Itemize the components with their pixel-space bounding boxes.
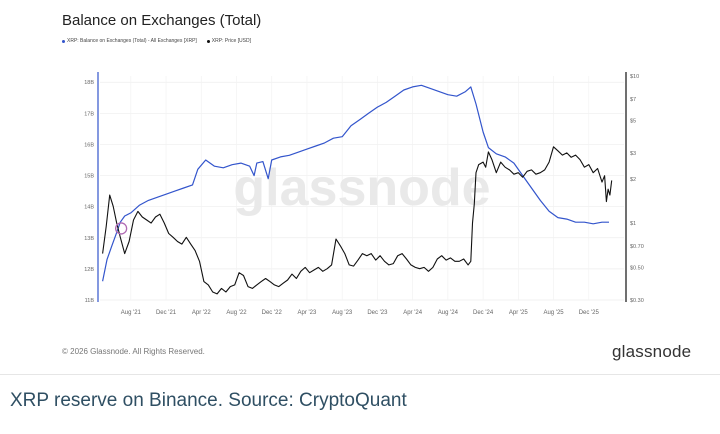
- legend-label-price: XRP: Price [USD]: [211, 38, 251, 44]
- y-left-tick-label-7: 11B: [85, 298, 95, 304]
- x-tick-label-11: Apr '25: [509, 310, 528, 316]
- y-right-tick-label-2: $5: [630, 118, 636, 124]
- y-left-tick-label-4: 14B: [84, 205, 94, 211]
- series-line-balance: [102, 84, 609, 282]
- y-right-tick-label-1: $7: [630, 97, 636, 103]
- x-tick-label-7: Dec '23: [367, 310, 388, 316]
- y-left-tick-label-5: 13B: [84, 236, 94, 242]
- brand-logo: glassnode: [612, 342, 692, 361]
- x-tick-label-1: Dec '21: [156, 310, 177, 316]
- y-right-tick-label-6: $0.70: [630, 244, 644, 250]
- y-left-tick-label-2: 16B: [84, 142, 94, 148]
- y-right-tick-label-7: $0.50: [630, 265, 644, 271]
- legend-item-balance: XRP: Balance on Exchanges (Total) - All …: [62, 38, 197, 44]
- y-left-tick-label-6: 12B: [84, 267, 94, 273]
- legend-dot-price: [206, 39, 210, 43]
- divider: [0, 374, 720, 375]
- highlight-circle: [114, 222, 128, 235]
- x-tick-label-3: Aug '22: [226, 310, 247, 316]
- x-tick-label-0: Aug '21: [121, 310, 142, 316]
- legend-label-balance: XRP: Balance on Exchanges (Total) - All …: [67, 38, 197, 44]
- x-tick-label-5: Apr '23: [298, 310, 317, 316]
- y-right-tick-label-8: $0.30: [630, 298, 644, 304]
- chart-svg: glassnode 18B 17B 16B 15B 14B 13B 12B 11B $10 $7 $5…: [84, 72, 644, 316]
- y-left-tick-label-0: 18B: [84, 80, 94, 86]
- x-tick-label-8: Apr '24: [403, 310, 422, 316]
- y-right-tick-label-3: $3: [630, 151, 636, 157]
- watermark: glassnode: [233, 159, 490, 217]
- y-left-tick-label-1: 17B: [84, 111, 94, 117]
- x-tick-label-9: Aug '24: [438, 310, 459, 316]
- legend-item-price: XRP: Price [USD]: [206, 38, 251, 44]
- x-tick-label-12: Aug '25: [543, 310, 564, 316]
- chart-title: Balance on Exchanges (Total): [62, 12, 262, 29]
- x-tick-label-6: Aug '23: [332, 310, 353, 316]
- copyright-text: © 2026 Glassnode. All Rights Reserved.: [62, 347, 205, 356]
- x-tick-label-13: Dec '25: [579, 310, 600, 316]
- legend-dot-balance: [62, 39, 65, 43]
- y-right-tick-label-4: $2: [630, 177, 636, 183]
- chart-card: glassnode 18B 17B 16B 15B 14B 13B 12B 11B $10 $7 $5…: [18, 0, 702, 372]
- chart-legend: XRP: Balance on Exchanges (Total) - All …: [62, 38, 251, 44]
- x-tick-label-10: Dec '24: [473, 310, 494, 316]
- x-tick-label-2: Apr '22: [192, 310, 211, 316]
- y-right-tick-label-0: $10: [630, 74, 639, 80]
- series-line-price: [102, 146, 613, 295]
- image-caption: XRP reserve on Binance. Source: CryptoQu…: [10, 390, 407, 411]
- x-tick-label-4: Dec '22: [262, 310, 283, 316]
- y-right-tick-label-5: $1: [630, 221, 636, 227]
- y-left-tick-label-3: 15B: [84, 174, 94, 180]
